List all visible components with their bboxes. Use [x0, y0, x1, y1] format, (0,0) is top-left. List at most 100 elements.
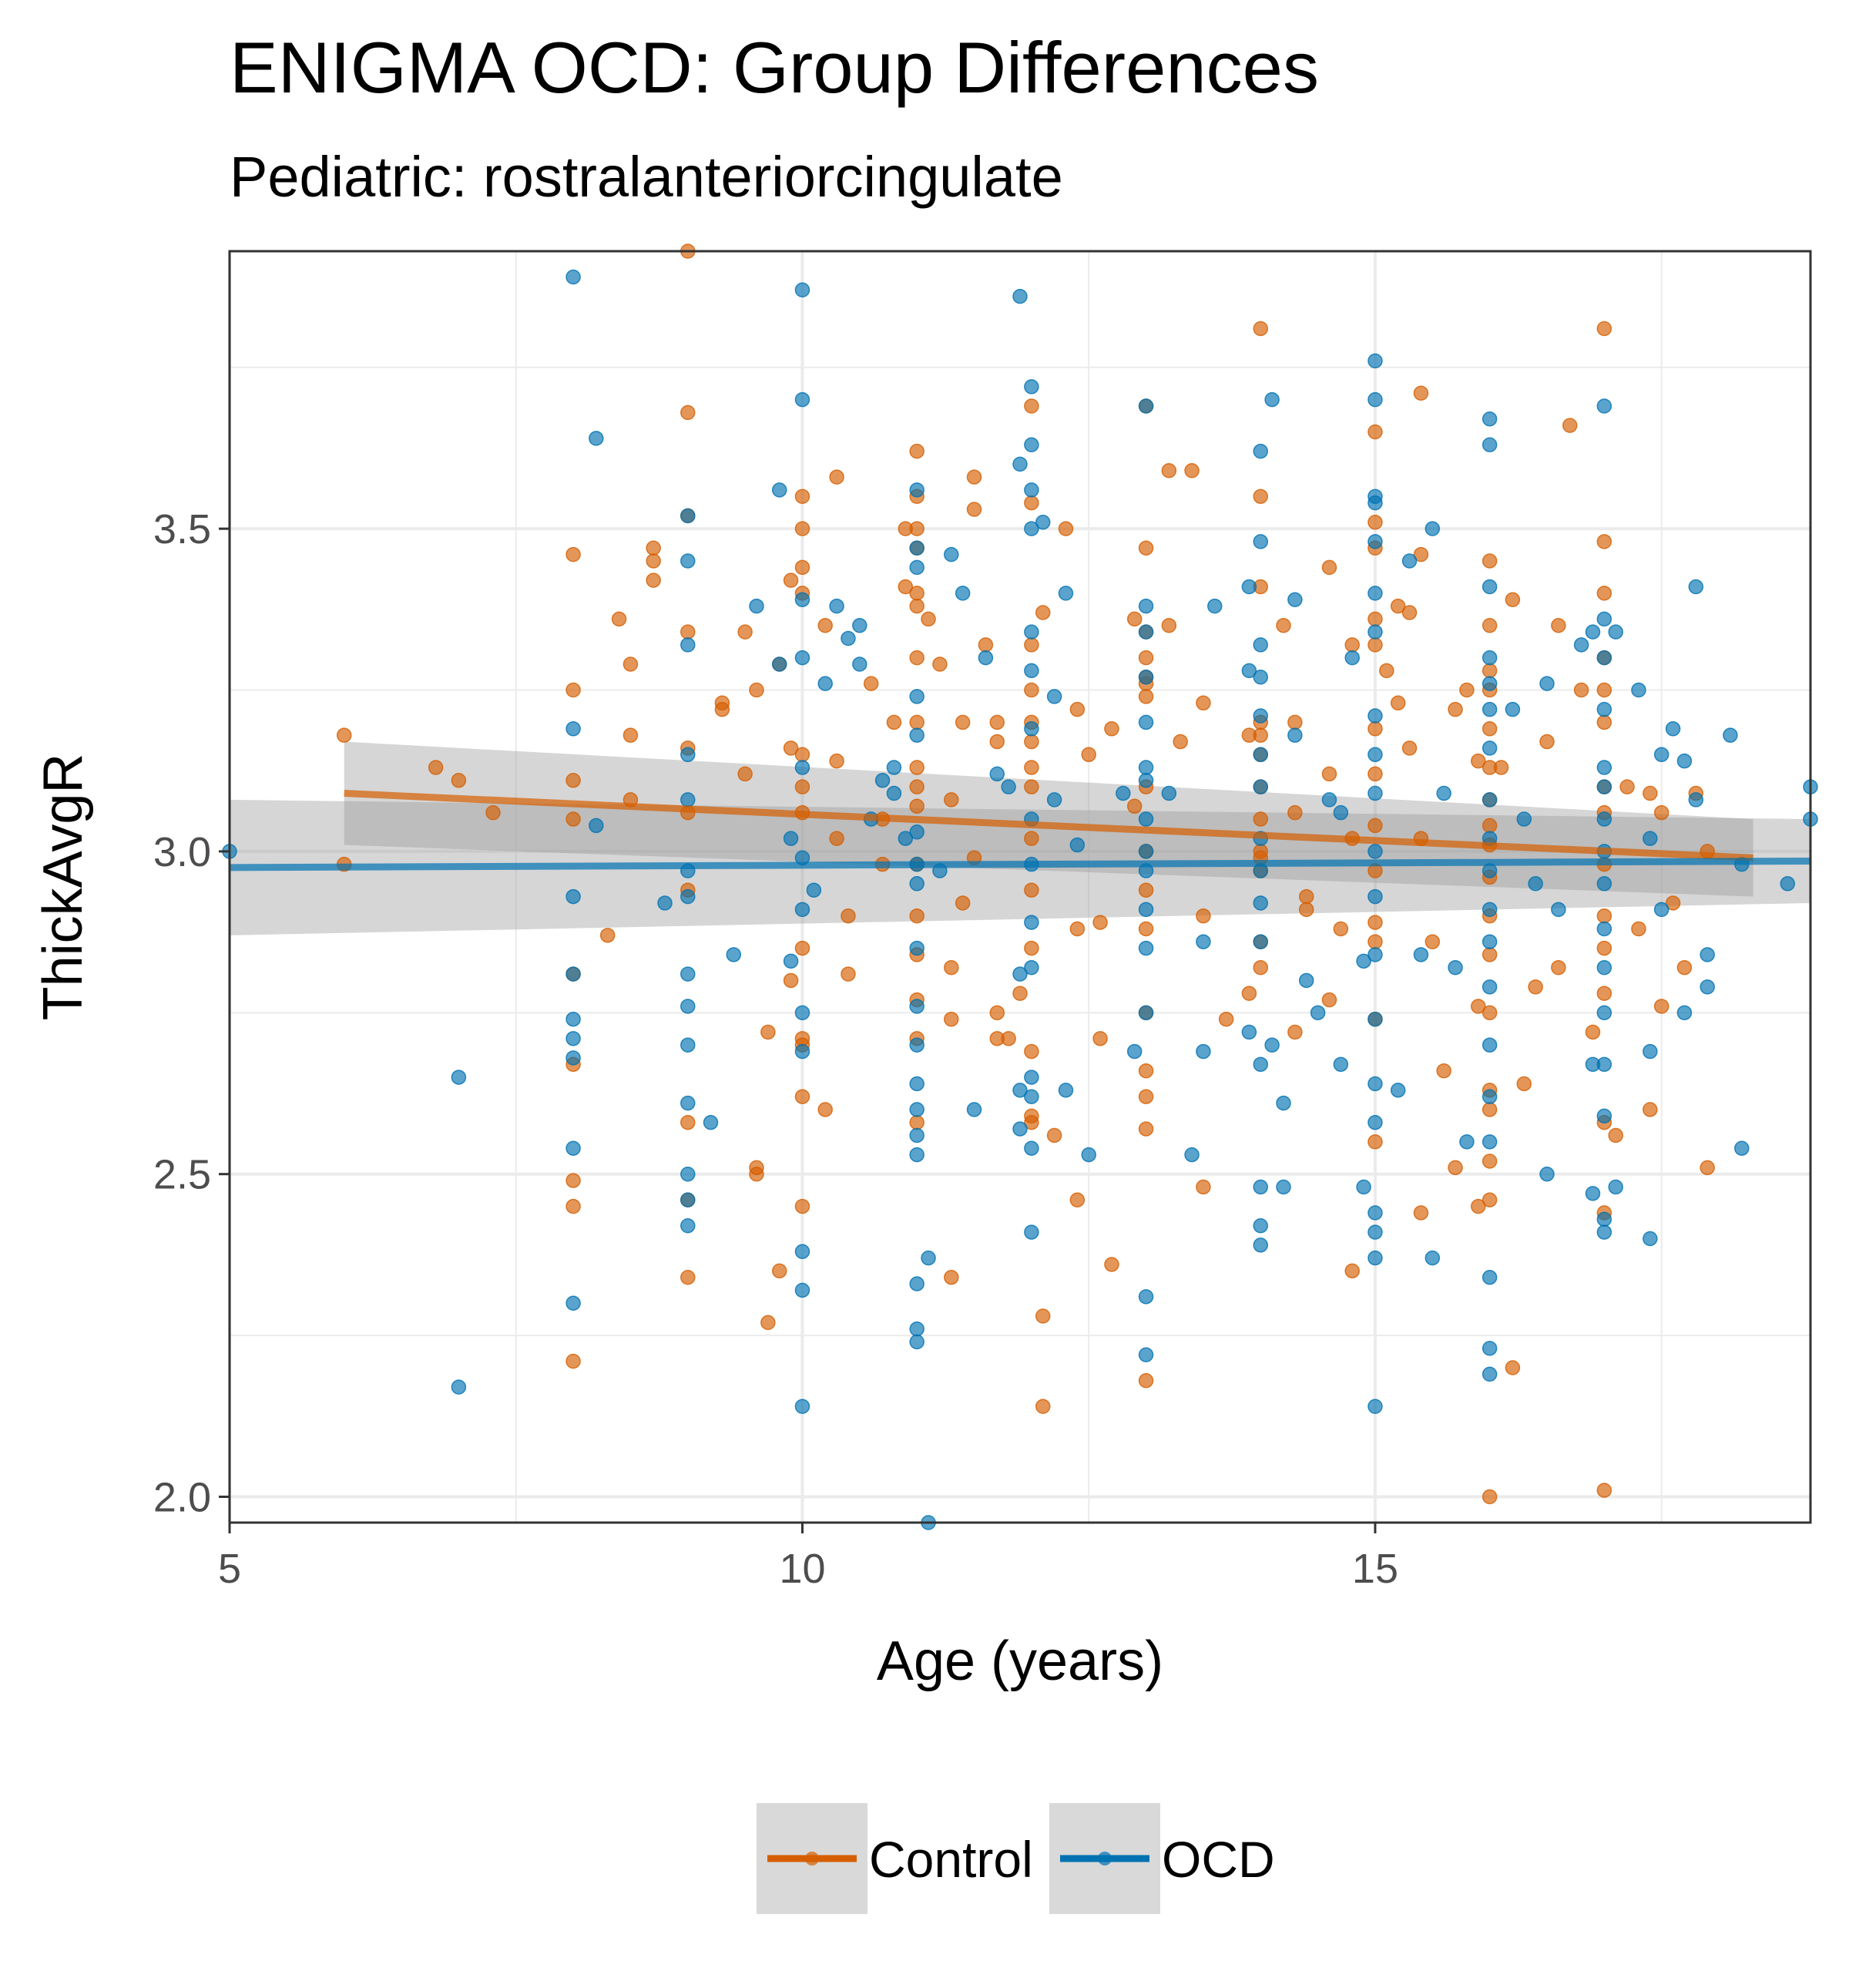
point-control: [1596, 682, 1612, 698]
point-ocd: [680, 792, 696, 808]
point-control: [1276, 618, 1291, 633]
point-ocd: [829, 598, 844, 614]
point-control: [955, 895, 971, 911]
point-ocd: [1596, 1211, 1612, 1227]
point-control: [921, 611, 936, 627]
point-control: [1173, 734, 1188, 750]
point-control: [1528, 979, 1543, 995]
point-control: [944, 959, 959, 976]
point-control: [1138, 882, 1154, 898]
point-ocd: [1126, 1043, 1143, 1059]
point-ocd: [1161, 785, 1177, 801]
point-ocd: [909, 689, 924, 704]
point-ocd: [794, 282, 810, 298]
point-control: [794, 489, 810, 505]
x-tick-label: 15: [1352, 1546, 1398, 1592]
point-control: [1298, 888, 1314, 905]
point-control: [863, 676, 879, 691]
point-ocd: [1012, 1083, 1028, 1098]
point-ocd: [1321, 792, 1337, 808]
point-ocd: [909, 727, 924, 743]
point-ocd: [1046, 792, 1062, 808]
point-control: [622, 727, 639, 743]
point-control: [1024, 637, 1039, 653]
point-control: [1619, 779, 1635, 794]
point-ocd: [1596, 876, 1612, 892]
point-ocd: [1459, 1134, 1475, 1150]
point-ocd: [955, 586, 971, 601]
point-control: [1596, 908, 1612, 924]
point-ocd: [1596, 1224, 1612, 1240]
point-control: [944, 792, 959, 808]
point-ocd: [1596, 760, 1612, 775]
point-ocd: [1608, 624, 1623, 640]
point-ocd: [771, 482, 787, 498]
point-control: [1138, 689, 1154, 704]
point-ocd: [1012, 456, 1028, 472]
point-control: [646, 553, 661, 569]
point-control: [1321, 766, 1337, 782]
point-ocd: [794, 1043, 810, 1059]
point-ocd: [1528, 876, 1543, 892]
point-ocd: [1367, 888, 1383, 905]
point-control: [1482, 1102, 1498, 1117]
point-control: [1367, 721, 1383, 737]
point-ocd: [1482, 902, 1498, 918]
point-ocd: [680, 1095, 696, 1111]
point-control: [1700, 1160, 1715, 1176]
point-ocd: [565, 1031, 581, 1046]
point-control: [886, 714, 902, 730]
point-ocd: [1024, 663, 1039, 679]
point-ocd: [874, 773, 891, 788]
point-ocd: [1276, 1179, 1291, 1195]
point-control: [829, 831, 844, 846]
point-ocd: [1482, 650, 1498, 666]
point-ocd: [565, 1295, 581, 1311]
point-ocd: [1116, 785, 1131, 801]
point-control: [1012, 986, 1028, 1001]
y-tick-label: 2.0: [153, 1474, 211, 1520]
point-ocd: [1253, 779, 1269, 794]
point-control: [1138, 921, 1154, 937]
point-ocd: [1367, 1076, 1383, 1092]
point-ocd: [1413, 947, 1429, 962]
point-ocd: [909, 1147, 924, 1163]
point-ocd: [1551, 902, 1566, 918]
point-ocd: [1024, 482, 1039, 498]
point-ocd: [1001, 779, 1016, 794]
point-control: [1104, 721, 1119, 737]
point-ocd: [1482, 579, 1498, 595]
point-control: [1482, 721, 1498, 737]
point-ocd: [1780, 876, 1796, 892]
point-ocd: [1138, 940, 1154, 956]
point-ocd: [794, 1399, 810, 1414]
point-ocd: [1333, 1056, 1349, 1073]
point-control: [1539, 734, 1555, 750]
point-ocd: [1138, 624, 1154, 640]
point-ocd: [1367, 844, 1383, 859]
point-ocd: [1700, 947, 1715, 962]
point-ocd: [909, 824, 924, 840]
point-ocd: [841, 630, 856, 646]
point-ocd: [1253, 443, 1269, 459]
point-ocd: [921, 1250, 936, 1266]
point-control: [565, 811, 581, 827]
point-ocd: [680, 999, 696, 1014]
point-ocd: [1585, 1186, 1601, 1201]
point-ocd: [565, 888, 581, 905]
point-control: [1058, 521, 1074, 536]
point-control: [1218, 1011, 1234, 1027]
point-control: [611, 611, 627, 627]
point-ocd: [1688, 579, 1704, 595]
point-ocd: [1367, 1011, 1383, 1027]
point-control: [1024, 831, 1039, 846]
point-control: [1196, 1179, 1211, 1195]
point-control: [1505, 1360, 1521, 1375]
point-ocd: [1482, 863, 1498, 878]
point-control: [1069, 1192, 1086, 1207]
point-ocd: [1024, 624, 1039, 640]
point-control: [1665, 895, 1681, 911]
point-ocd: [1138, 598, 1154, 614]
point-control: [1448, 701, 1463, 717]
legend-label-control: Control: [869, 1831, 1033, 1888]
